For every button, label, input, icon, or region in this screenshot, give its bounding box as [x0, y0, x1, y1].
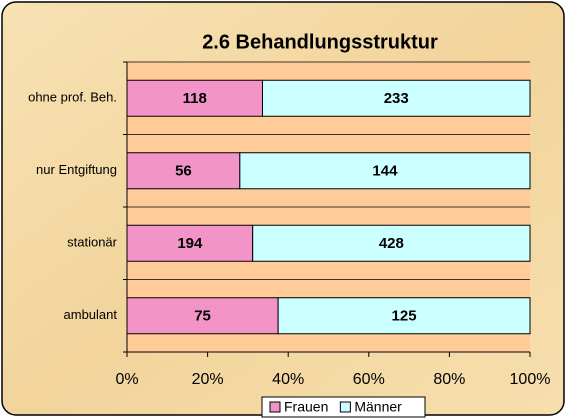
y-tick-label: ohne prof. Beh. — [28, 90, 117, 105]
x-tick-label: 20% — [192, 371, 224, 388]
x-tick-label: 80% — [433, 371, 465, 388]
bar-segment — [261, 79, 531, 117]
legend-label: Frauen — [284, 399, 328, 415]
y-tick-label: ambulant — [64, 307, 118, 322]
bar-segment — [126, 152, 241, 190]
legend-label: Männer — [354, 399, 402, 415]
x-tick-label: 0% — [115, 371, 138, 388]
data-label: 194 — [177, 235, 203, 252]
x-tick-label: 40% — [272, 371, 304, 388]
x-tick-label: 60% — [353, 371, 385, 388]
data-label: 144 — [372, 163, 398, 180]
legend-swatch — [269, 401, 281, 413]
bar-segment — [277, 297, 531, 335]
bar-segment — [126, 297, 279, 335]
bar-segment — [239, 152, 531, 190]
y-tick-label: nur Entgiftung — [36, 162, 117, 177]
legend-swatch — [339, 401, 351, 413]
data-label: 56 — [175, 163, 192, 180]
bar-segment — [252, 224, 531, 262]
data-label: 428 — [379, 235, 404, 252]
data-label: 233 — [384, 90, 409, 107]
bar-segment — [126, 79, 263, 117]
chart-title: 2.6 Behandlungsstruktur — [202, 31, 438, 53]
y-tick-label: stationär — [67, 235, 118, 250]
data-label: 75 — [194, 308, 211, 325]
data-label: 118 — [183, 90, 207, 107]
data-label: 125 — [392, 308, 417, 325]
x-tick-label: 100% — [510, 371, 551, 388]
